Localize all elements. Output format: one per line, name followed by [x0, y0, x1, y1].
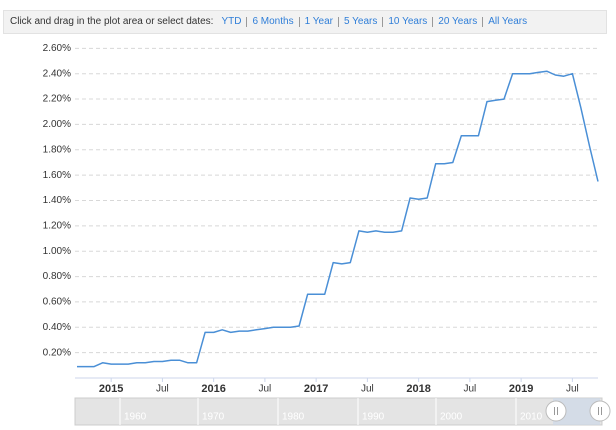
- x-tick-label: 2015: [99, 383, 123, 395]
- x-tick-label: Jul: [156, 384, 169, 395]
- y-tick-label: 0.20%: [43, 347, 71, 358]
- range-link[interactable]: All Years: [482, 17, 532, 27]
- x-tick-label: 2017: [304, 383, 328, 395]
- y-tick-label: 1.80%: [43, 144, 71, 155]
- toolbar-prompt: Click and drag in the plot area or selec…: [10, 16, 214, 27]
- y-tick-label: 1.20%: [43, 220, 71, 231]
- range-link[interactable]: YTD: [221, 16, 242, 27]
- x-tick-label: 2018: [406, 383, 430, 395]
- navigator-label: 1960: [124, 412, 147, 423]
- series-line: [77, 70, 599, 368]
- x-tick-label: Jul: [259, 384, 272, 395]
- y-tick-label: 1.40%: [43, 195, 71, 206]
- toolbar: Click and drag in the plot area or selec…: [3, 10, 607, 34]
- navigator-handle[interactable]: [545, 400, 567, 422]
- y-tick-label: 2.20%: [43, 94, 71, 105]
- navigator-label: 2000: [440, 412, 463, 423]
- y-tick-label: 2.60%: [43, 43, 71, 54]
- x-tick-label: 2016: [201, 383, 225, 395]
- y-tick-label: 2.00%: [43, 119, 71, 130]
- x-tick-label: Jul: [463, 384, 476, 395]
- navigator-label: 1970: [202, 412, 225, 423]
- navigator-label: 1980: [282, 412, 305, 423]
- y-tick-label: 2.40%: [43, 68, 71, 79]
- handle-knob: [545, 400, 567, 422]
- x-tick-label: 2019: [509, 383, 533, 395]
- y-tick-label: 1.00%: [43, 246, 71, 257]
- handle-knob: [589, 400, 611, 422]
- range-link[interactable]: 6 Months: [246, 17, 298, 27]
- navigator-label: 2010: [520, 412, 543, 423]
- y-tick-label: 1.60%: [43, 170, 71, 181]
- range-link[interactable]: 20 Years: [432, 17, 482, 27]
- y-tick-label: 0.60%: [43, 297, 71, 308]
- y-tick-label: 0.80%: [43, 271, 71, 282]
- navigator-label: 1990: [362, 412, 385, 423]
- x-tick-label: Jul: [566, 384, 579, 395]
- x-tick-label: Jul: [361, 384, 374, 395]
- y-tick-label: 0.40%: [43, 322, 71, 333]
- range-links: YTD 6 Months 1 Year 5 Years 10 Years 20 Years…: [213, 16, 532, 27]
- range-link[interactable]: 10 Years: [382, 17, 432, 27]
- range-link[interactable]: 5 Years: [337, 17, 382, 27]
- navigator-handle[interactable]: [589, 400, 611, 422]
- range-link[interactable]: 1 Year: [298, 17, 338, 27]
